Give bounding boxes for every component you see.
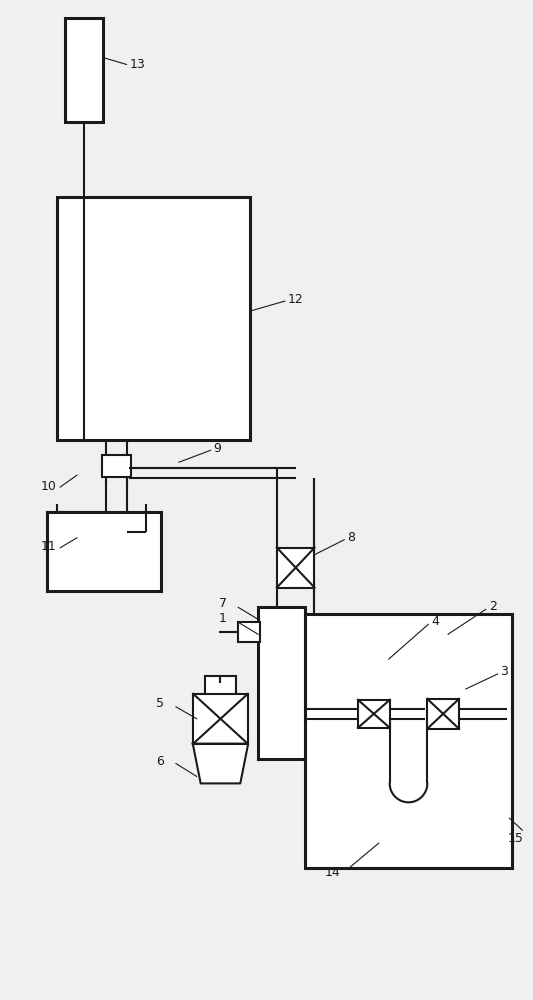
Text: 13: 13 [130, 58, 145, 71]
Bar [238, 622, 260, 642]
Text: 9: 9 [214, 442, 221, 455]
Text: 3: 3 [500, 665, 508, 678]
Text: 12: 12 [288, 293, 303, 306]
Text: 14: 14 [325, 866, 340, 879]
Bar [358, 700, 390, 728]
Bar [427, 699, 459, 729]
Text: 5: 5 [156, 697, 164, 710]
Text: 15: 15 [507, 832, 523, 845]
Bar [277, 548, 314, 588]
Text: 7: 7 [219, 597, 227, 610]
Text: 11: 11 [41, 540, 56, 553]
Bar [65, 18, 103, 122]
Bar [193, 694, 248, 744]
Bar [47, 512, 161, 591]
Bar [304, 614, 512, 868]
Text: 10: 10 [41, 480, 56, 493]
Bar [102, 455, 132, 477]
Bar [205, 676, 236, 696]
Polygon shape [193, 744, 248, 783]
Bar [258, 607, 304, 759]
Bar [57, 197, 250, 440]
Text: 1: 1 [219, 612, 227, 625]
Text: 6: 6 [156, 755, 164, 768]
Text: 8: 8 [347, 531, 355, 544]
Text: 4: 4 [431, 615, 439, 628]
Text: 2: 2 [489, 600, 497, 613]
